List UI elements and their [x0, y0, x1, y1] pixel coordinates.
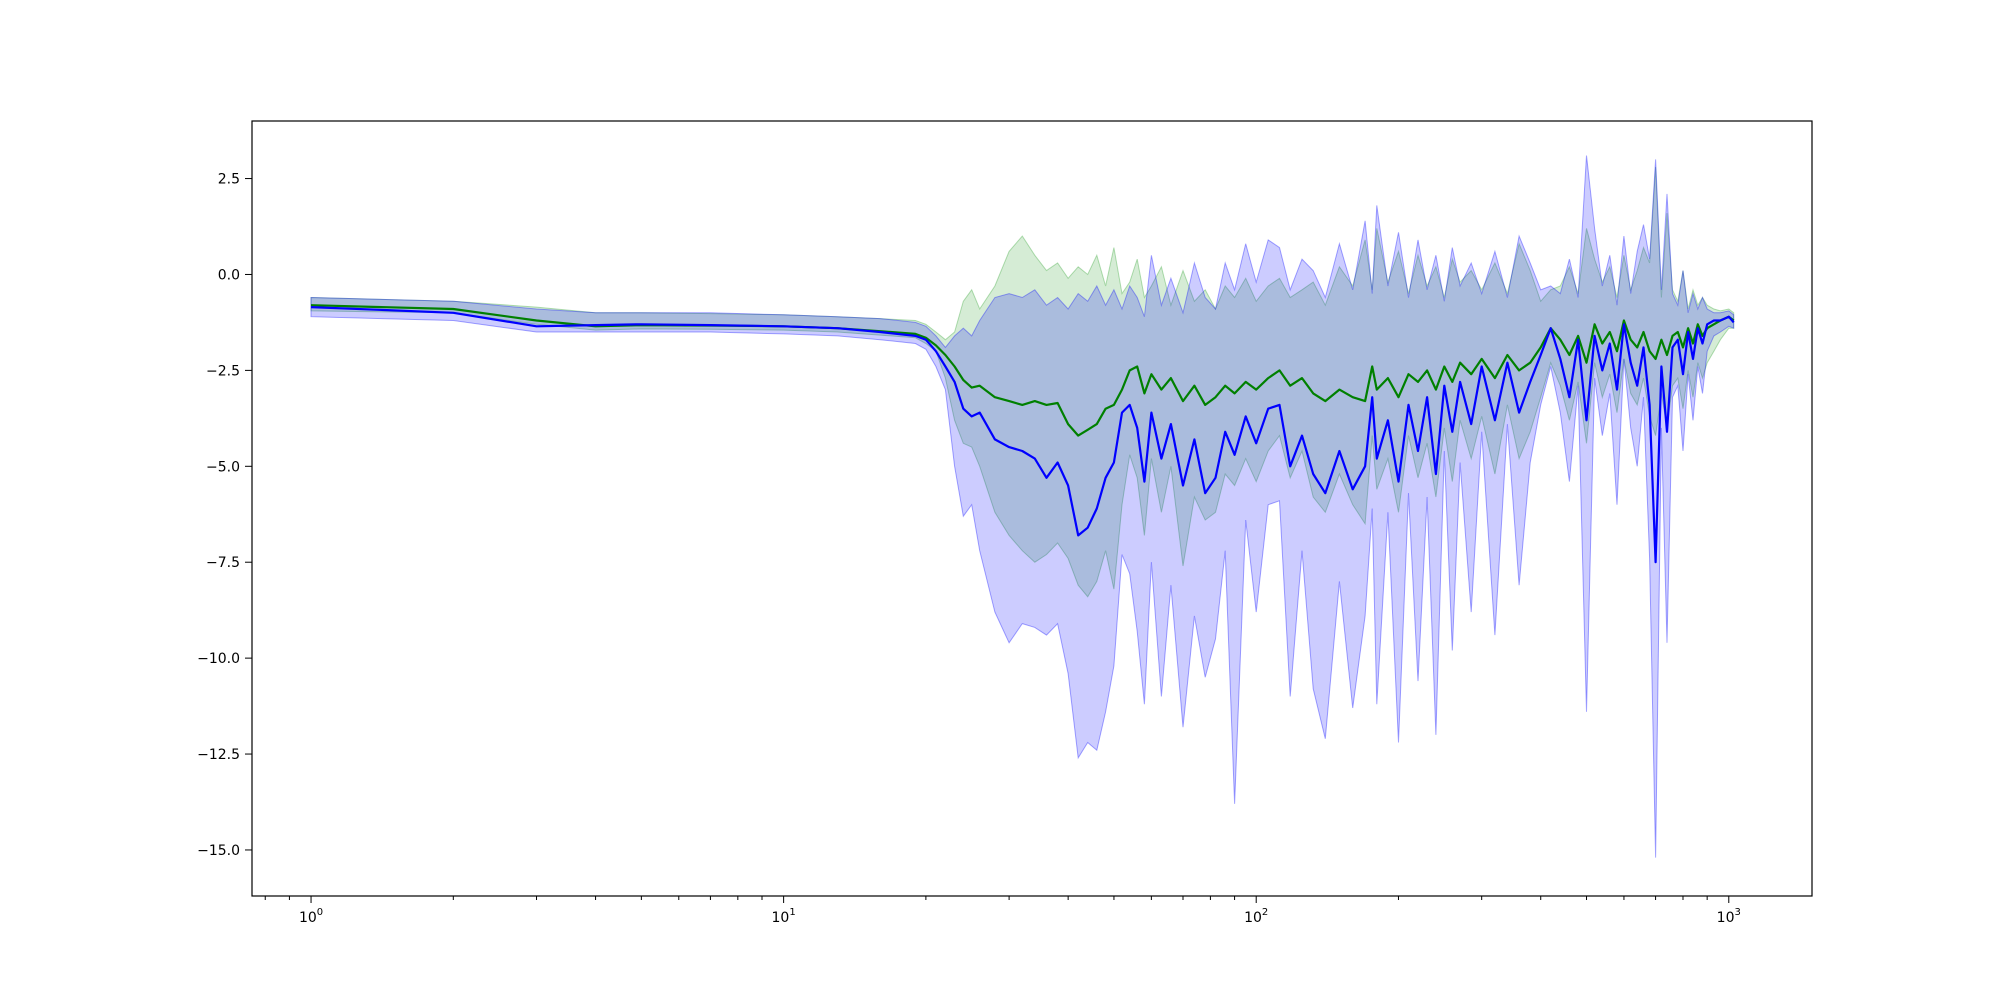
y-tick-label: −5.0 — [206, 459, 240, 475]
x-tick-base: 10 — [1244, 910, 1262, 926]
y-axis: 2.5 0.0 −2.5 −5.0 −7.5 −10.0 −12.5 −15.0 — [197, 172, 252, 859]
y-tick-label: 2.5 — [218, 172, 240, 188]
x-tick-exponent: 3 — [1735, 907, 1741, 918]
x-tick-base: 10 — [772, 910, 790, 926]
x-tick-base: 10 — [299, 910, 317, 926]
x-tick-label: 103 — [1717, 907, 1741, 926]
x-tick-base: 10 — [1717, 910, 1735, 926]
x-tick-label: 102 — [1244, 907, 1268, 926]
x-tick-exponent: 0 — [317, 907, 323, 918]
y-tick-label: −10.0 — [197, 651, 240, 667]
x-tick-exponent: 1 — [789, 907, 795, 918]
x-tick-exponent: 2 — [1262, 907, 1268, 918]
y-tick-label: −7.5 — [206, 555, 240, 571]
x-tick-label: 101 — [772, 907, 796, 926]
y-tick-label: −12.5 — [197, 747, 240, 763]
y-tick-label: −2.5 — [206, 363, 240, 379]
y-tick-label: −15.0 — [197, 843, 240, 859]
plot-background — [252, 121, 1812, 896]
series-1-line — [310, 304, 1735, 437]
plot-frame — [251, 120, 1813, 897]
x-axis: 100 101 102 103 — [264, 896, 1741, 926]
y-tick-label: 0.0 — [218, 267, 240, 283]
series-2-line — [310, 306, 1735, 564]
series-2-band — [310, 155, 1735, 858]
series-1-band — [310, 166, 1735, 598]
confidence-bands — [310, 155, 1735, 858]
series-lines — [310, 304, 1735, 564]
x-tick-label: 100 — [299, 907, 323, 926]
